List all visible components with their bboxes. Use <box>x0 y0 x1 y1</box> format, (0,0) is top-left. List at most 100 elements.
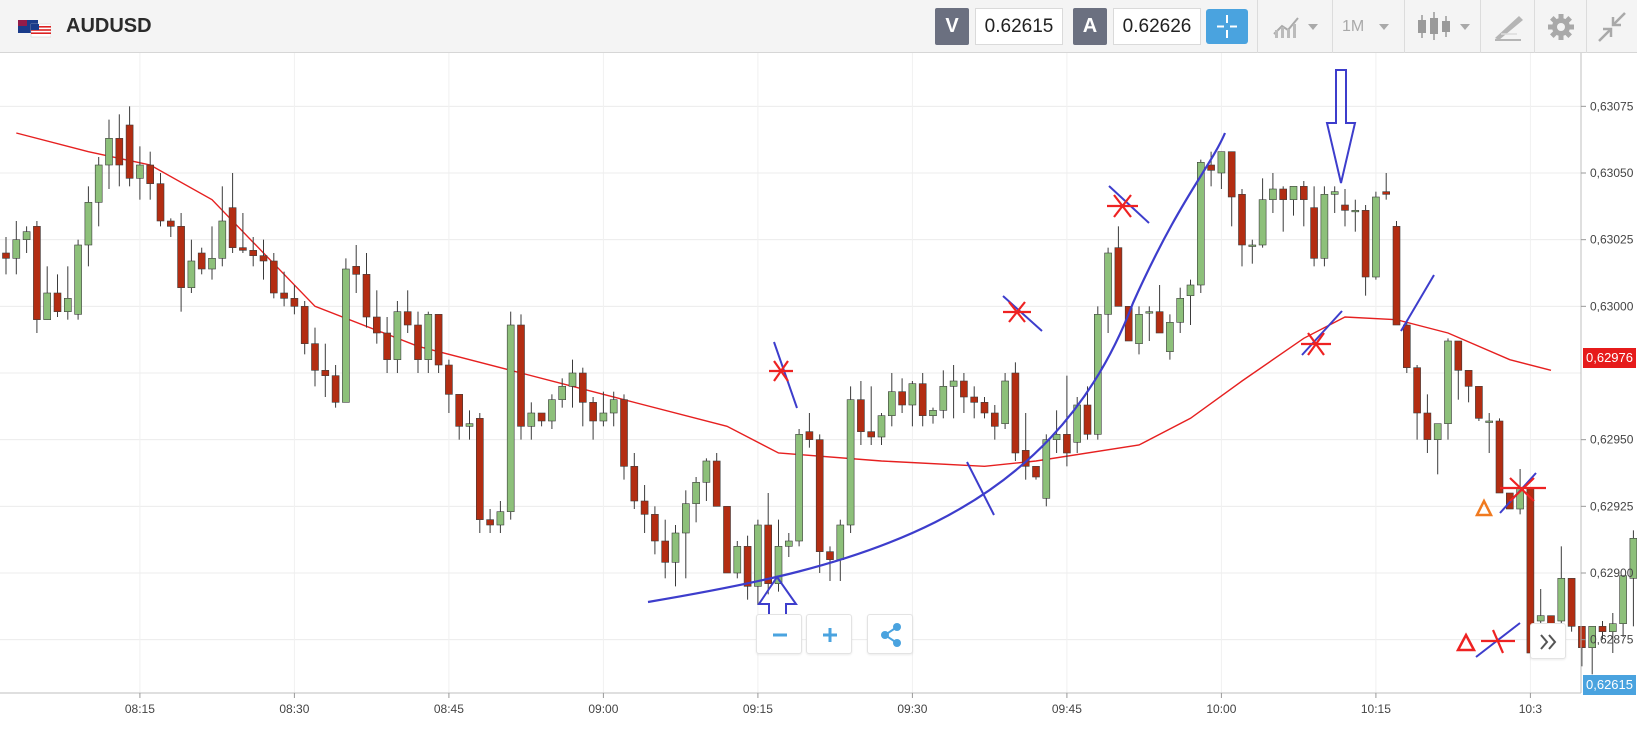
candle <box>311 327 319 387</box>
candle <box>599 391 608 427</box>
candle <box>239 213 247 253</box>
scroll-to-end-button[interactable] <box>1530 623 1566 659</box>
candle <box>208 226 216 280</box>
candle <box>846 386 855 533</box>
time-tick-label: 09:30 <box>897 702 927 716</box>
price-chart[interactable]: 0,63075 0,63050 0,63025 0,63000 0,62950 0,629… <box>0 53 1637 730</box>
candle <box>218 186 227 267</box>
candle <box>331 365 340 408</box>
candle <box>362 253 371 328</box>
candle <box>702 458 711 501</box>
candle <box>465 410 474 440</box>
sell-price[interactable]: 0.62615 <box>975 8 1063 45</box>
candle <box>136 146 144 200</box>
candle <box>589 397 597 440</box>
candle <box>815 434 824 573</box>
candle <box>681 490 690 579</box>
gear-icon <box>1548 14 1574 40</box>
drawing-tools-button[interactable] <box>1480 0 1535 53</box>
time-axis: 08:15 08:30 08:45 09:00 09:15 09:30 09:45 10:00… <box>0 692 1581 716</box>
candle <box>1588 626 1596 675</box>
buy-price[interactable]: 0.62626 <box>1113 8 1201 45</box>
time-tick-label: 10:00 <box>1206 702 1236 716</box>
candle <box>1372 191 1380 280</box>
candle <box>1083 386 1092 440</box>
candle <box>156 173 165 227</box>
candle <box>898 378 906 413</box>
candle <box>558 378 567 408</box>
candle <box>167 218 175 237</box>
double-chevron-right-icon <box>1540 634 1557 650</box>
candle <box>84 186 93 267</box>
minus-icon <box>773 633 787 637</box>
candle <box>1361 205 1370 296</box>
price-tick-label: 0,62875 <box>1590 633 1634 647</box>
candle <box>1258 178 1267 248</box>
candle <box>609 391 618 427</box>
candle <box>960 373 968 413</box>
candle <box>197 247 206 275</box>
candle <box>1155 285 1164 334</box>
time-tick-label: 08:45 <box>434 702 464 716</box>
candle <box>1289 186 1298 216</box>
candle <box>877 413 886 445</box>
candle <box>1197 159 1205 293</box>
candle <box>1433 423 1442 475</box>
candle <box>548 394 556 429</box>
time-tick-label: 09:15 <box>743 702 773 716</box>
zoom-out-button[interactable] <box>756 614 802 654</box>
candle <box>1021 413 1030 480</box>
zoom-in-button[interactable] <box>806 614 852 654</box>
candle <box>1341 189 1349 227</box>
candle <box>74 239 82 320</box>
candle <box>1557 546 1566 627</box>
candle <box>1423 394 1432 453</box>
candle <box>929 407 937 424</box>
candle <box>887 373 896 427</box>
timeframe-button[interactable]: 1M <box>1332 0 1405 53</box>
collapse-icon <box>1598 12 1626 42</box>
buy-tag[interactable]: A <box>1073 8 1107 45</box>
share-button[interactable] <box>867 614 913 654</box>
candle <box>857 381 865 445</box>
candle <box>651 506 659 555</box>
candle <box>403 290 412 333</box>
candle <box>1238 189 1246 267</box>
candle <box>259 239 268 280</box>
candle <box>53 274 62 317</box>
candlestick-icon <box>1418 12 1450 40</box>
candle <box>1300 181 1308 227</box>
collapse-button[interactable] <box>1586 0 1637 53</box>
candle <box>1135 306 1143 355</box>
candle <box>1320 186 1329 267</box>
candle <box>342 258 350 403</box>
candle <box>1403 322 1411 373</box>
time-tick-label: 08:30 <box>279 702 309 716</box>
sell-tag[interactable]: V <box>935 8 969 45</box>
candle <box>949 365 958 419</box>
crosshair-button[interactable] <box>1206 9 1248 44</box>
candle <box>712 453 721 507</box>
candle <box>1413 365 1421 440</box>
candle <box>805 413 814 448</box>
candle <box>1454 340 1463 400</box>
candle <box>970 386 979 419</box>
time-tick-label: 10:3 <box>1519 702 1543 716</box>
candle <box>1310 186 1318 267</box>
candle <box>33 221 41 333</box>
candle <box>527 402 536 440</box>
candle <box>414 311 422 373</box>
indicators-button[interactable] <box>1257 0 1333 53</box>
price-tick-label: 0,63050 <box>1590 166 1634 180</box>
chart-type-button[interactable] <box>1404 0 1481 53</box>
candle <box>1351 199 1360 232</box>
candle <box>671 525 680 587</box>
candle <box>352 245 361 293</box>
candle <box>475 413 484 533</box>
candle <box>1495 418 1504 494</box>
toolbar: AUDUSD V 0.62615 A 0.62626 1M <box>0 0 1637 53</box>
candle <box>43 266 52 320</box>
symbol-title: AUDUSD <box>66 15 152 37</box>
settings-button[interactable] <box>1534 0 1587 53</box>
crosshair-icon <box>1217 15 1237 38</box>
